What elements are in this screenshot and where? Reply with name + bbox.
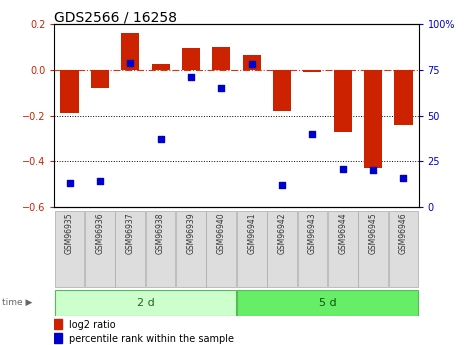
Point	[248, 62, 255, 67]
Text: GSM96943: GSM96943	[308, 213, 317, 254]
Text: GSM96935: GSM96935	[65, 213, 74, 254]
Bar	[303, 70, 322, 72]
Text: GSM96937: GSM96937	[126, 213, 135, 254]
Bar	[54, 319, 62, 328]
FancyBboxPatch shape	[237, 211, 267, 287]
Point	[339, 166, 347, 171]
Text: time ▶: time ▶	[2, 298, 33, 307]
FancyBboxPatch shape	[328, 211, 358, 287]
Text: GDS2566 / 16258: GDS2566 / 16258	[54, 10, 177, 24]
Point	[126, 60, 134, 65]
FancyBboxPatch shape	[85, 211, 115, 287]
Text: 2 d: 2 d	[137, 298, 154, 308]
Text: GSM96942: GSM96942	[278, 213, 287, 254]
Bar	[212, 47, 230, 70]
Point	[218, 85, 225, 91]
Point	[308, 131, 316, 137]
Point	[369, 168, 377, 173]
Text: GSM96944: GSM96944	[338, 213, 347, 254]
Bar	[61, 70, 79, 113]
FancyBboxPatch shape	[115, 211, 145, 287]
Text: percentile rank within the sample: percentile rank within the sample	[69, 334, 234, 344]
Point	[400, 175, 407, 180]
Text: 5 d: 5 d	[319, 298, 336, 308]
Text: GSM96946: GSM96946	[399, 213, 408, 254]
Bar	[54, 333, 62, 343]
Bar	[243, 55, 261, 70]
Point	[278, 182, 286, 188]
FancyBboxPatch shape	[176, 211, 206, 287]
Text: GSM96945: GSM96945	[368, 213, 377, 254]
Text: GSM96941: GSM96941	[247, 213, 256, 254]
Bar	[91, 70, 109, 88]
FancyBboxPatch shape	[55, 211, 85, 287]
Bar	[121, 33, 140, 70]
FancyBboxPatch shape	[358, 211, 388, 287]
Text: GSM96940: GSM96940	[217, 213, 226, 254]
Bar	[182, 48, 200, 70]
Text: GSM96938: GSM96938	[156, 213, 165, 254]
Text: GSM96939: GSM96939	[186, 213, 195, 254]
Bar	[394, 70, 412, 125]
FancyBboxPatch shape	[388, 211, 418, 287]
FancyBboxPatch shape	[267, 211, 297, 287]
FancyBboxPatch shape	[55, 290, 236, 316]
Bar	[333, 70, 352, 131]
Point	[187, 75, 195, 80]
Bar	[273, 70, 291, 111]
Text: GSM96936: GSM96936	[96, 213, 105, 254]
Point	[66, 180, 73, 186]
FancyBboxPatch shape	[146, 211, 175, 287]
FancyBboxPatch shape	[206, 211, 236, 287]
Point	[96, 179, 104, 184]
Text: log2 ratio: log2 ratio	[69, 319, 115, 329]
Bar	[364, 70, 382, 168]
Point	[157, 137, 165, 142]
FancyBboxPatch shape	[237, 290, 418, 316]
Bar	[151, 64, 170, 70]
FancyBboxPatch shape	[298, 211, 327, 287]
